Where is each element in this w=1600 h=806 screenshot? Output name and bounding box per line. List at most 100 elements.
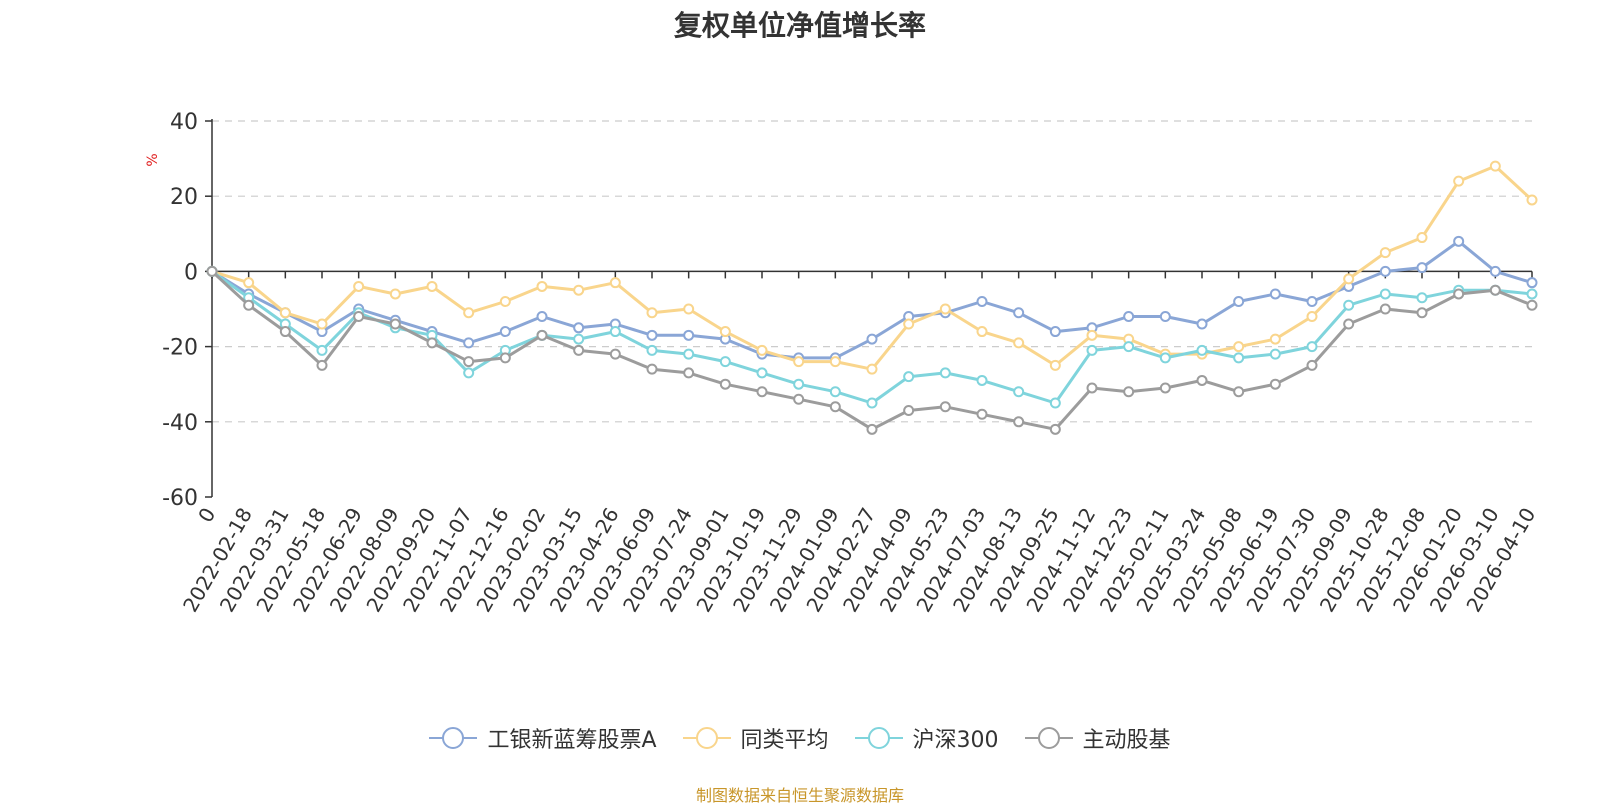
legend-label: 沪深300 [912, 728, 999, 753]
y-tick-label: -20 [162, 336, 198, 361]
y-tick-label: 40 [170, 110, 198, 135]
series-1-point [499, 295, 511, 307]
series-2-point [1123, 341, 1135, 353]
series-3-point [1086, 382, 1098, 394]
series-2-point [719, 356, 731, 368]
series-3-point [536, 329, 548, 341]
series-3-point [866, 423, 878, 435]
series-3-point [573, 344, 585, 356]
series-1-point [683, 303, 695, 315]
series-1-point [536, 280, 548, 292]
series-3-point [976, 408, 988, 420]
series-1-point [1379, 247, 1391, 259]
series-1-point [426, 280, 438, 292]
series-3-point [939, 401, 951, 413]
series-3-point [719, 378, 731, 390]
series-1-point [1526, 194, 1538, 206]
series-1-point [609, 277, 621, 289]
series-2-point [1013, 386, 1025, 398]
series-2-point [866, 397, 878, 409]
series-1-point [463, 307, 475, 319]
series-2-point [609, 326, 621, 338]
series-3-point [1196, 374, 1208, 386]
series-0-point [1196, 318, 1208, 330]
series-0-point [1379, 265, 1391, 277]
series-2-point [1196, 344, 1208, 356]
series-1-point [1049, 359, 1061, 371]
series-1-point [243, 277, 255, 289]
series-0-point [573, 322, 585, 334]
axis-layer: 40200-20-40-6002022-02-182022-03-312022-… [162, 110, 1540, 616]
series-0-point [1049, 326, 1061, 338]
series-2-point [1269, 348, 1281, 360]
y-tick-label: 0 [184, 260, 198, 285]
series-0-point [1269, 288, 1281, 300]
series-3-point [1269, 378, 1281, 390]
series-2-point [756, 367, 768, 379]
series-1-point [1233, 341, 1245, 353]
series-0-point [646, 329, 658, 341]
series-layer [206, 160, 1538, 435]
series-3-point [1379, 303, 1391, 315]
series-0-point [1306, 295, 1318, 307]
series-2-point [1526, 288, 1538, 300]
legend-label: 同类平均 [740, 728, 829, 753]
series-2-point [1416, 292, 1428, 304]
series-2-point [1306, 341, 1318, 353]
y-tick-label: 20 [170, 185, 198, 210]
series-1-point [353, 280, 365, 292]
series-3-point [756, 386, 768, 398]
series-3-point [1049, 423, 1061, 435]
series-1-point [1013, 337, 1025, 349]
series-3-point [206, 265, 218, 277]
legend-marker-fund [429, 727, 478, 749]
series-3-point [279, 326, 291, 338]
series-1-point [279, 307, 291, 319]
legend-marker-active-equity [1024, 727, 1073, 749]
series-2-point [316, 344, 328, 356]
series-2-point [1086, 344, 1098, 356]
series-3-point [1013, 416, 1025, 428]
legend-label: 工银新蓝筹股票A [487, 728, 657, 753]
series-2-point [976, 374, 988, 386]
series-2-point [463, 367, 475, 379]
series-3-point [426, 337, 438, 349]
series-3-point [243, 299, 255, 311]
series-3-point [793, 393, 805, 405]
series-2-point [1379, 288, 1391, 300]
x-tick-label: 0 [193, 504, 220, 527]
legend-label: 主动股基 [1082, 728, 1171, 753]
series-1-point [1343, 273, 1355, 285]
series-2-point [1233, 352, 1245, 364]
series-3-point [1123, 386, 1135, 398]
series-2-point [829, 386, 841, 398]
series-0-point [866, 333, 878, 345]
legend-marker-csi300 [854, 727, 903, 749]
legend-item-active-equity[interactable]: 主动股基 [1024, 722, 1171, 754]
series-1-point [573, 284, 585, 296]
legend-item-csi300[interactable]: 沪深300 [854, 722, 999, 754]
series-2-point [1049, 397, 1061, 409]
legend-item-fund[interactable]: 工银新蓝筹股票A [429, 722, 657, 754]
series-1-point [939, 303, 951, 315]
series-3-point [353, 311, 365, 323]
series-1-point [646, 307, 658, 319]
data-source-note: 制图数据来自恒生聚源数据库 [695, 786, 904, 805]
series-1-point [1416, 232, 1428, 244]
series-3-point [1233, 386, 1245, 398]
series-1-point [756, 344, 768, 356]
series-2-point [793, 378, 805, 390]
series-0-point [1123, 311, 1135, 323]
series-3-point [829, 401, 841, 413]
series-2-point [939, 367, 951, 379]
series-2-point [1159, 352, 1171, 364]
series-1-point [1086, 329, 1098, 341]
series-3-point [1306, 359, 1318, 371]
series-0-point [1453, 235, 1465, 247]
series-0-point [1013, 307, 1025, 319]
series-0-point [683, 329, 695, 341]
series-1-point [389, 288, 401, 300]
legend-item-peer-average[interactable]: 同类平均 [682, 722, 829, 754]
series-2-point [903, 371, 915, 383]
